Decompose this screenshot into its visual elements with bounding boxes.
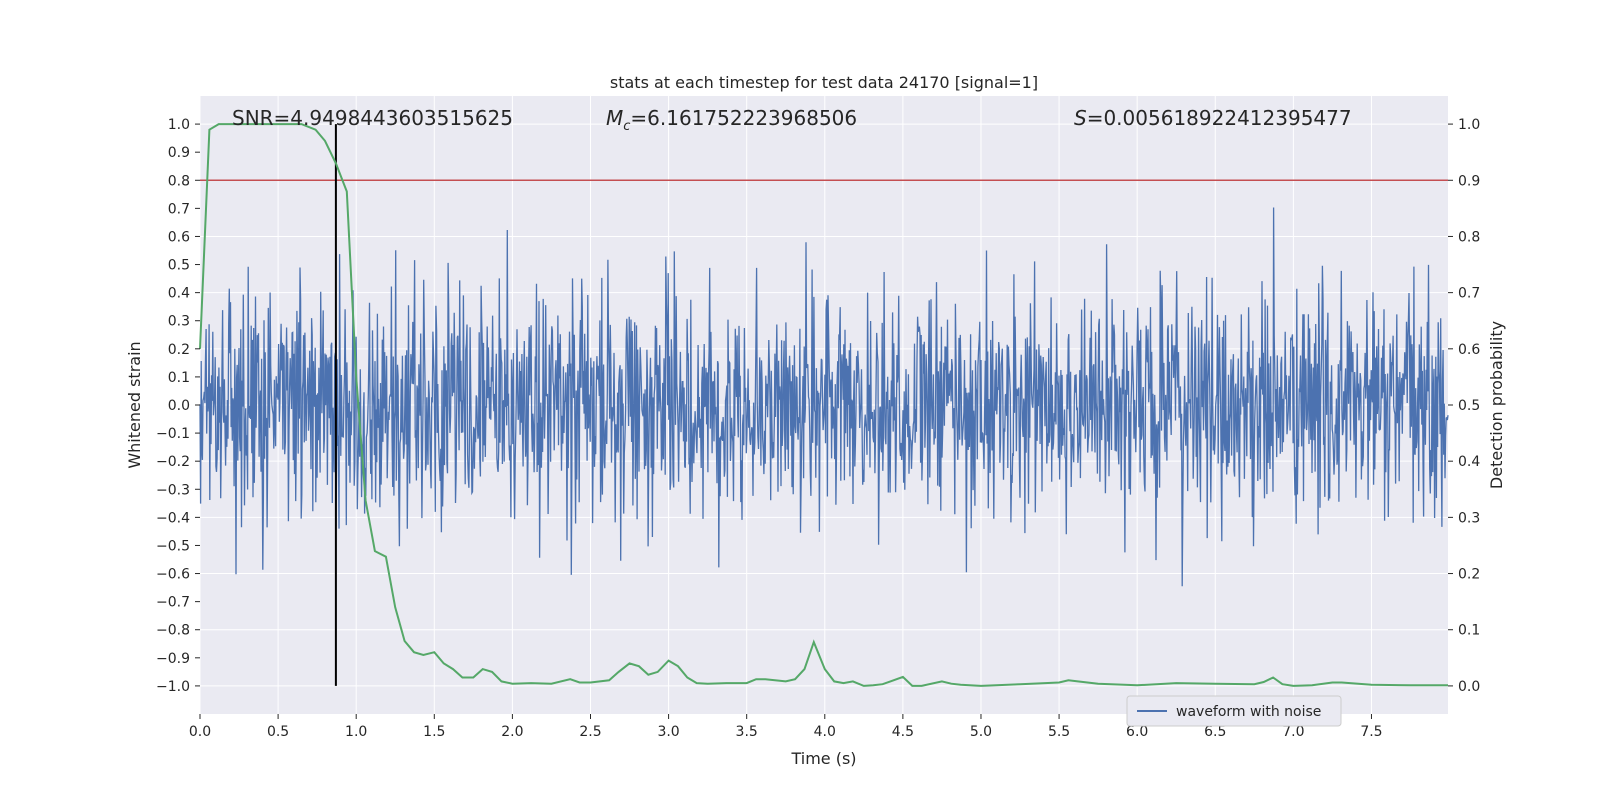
y-right-tick-label: 0.2 bbox=[1458, 567, 1480, 583]
y-tick-label: 0.3 bbox=[168, 314, 190, 330]
y-tick-label: −0.9 bbox=[156, 651, 190, 667]
y-tick-label: −0.5 bbox=[156, 538, 190, 554]
y-tick-label: 1.0 bbox=[168, 117, 190, 133]
x-tick-label: 2.0 bbox=[501, 724, 523, 740]
x-tick-label: 5.0 bbox=[970, 724, 992, 740]
series-waveform-with-noise bbox=[199, 207, 1449, 587]
tick-labels: 0.0 0.5 1.0 1.5 2.0 2.5 3.0 3.5 4.0 4.5 5.0 5.5 6.0 6… bbox=[156, 117, 1480, 740]
y-tick-label: 0.2 bbox=[168, 342, 190, 358]
y-tick-label: −0.8 bbox=[156, 623, 190, 639]
legend-box bbox=[1126, 695, 1342, 727]
legend: waveform with noise bbox=[1126, 695, 1342, 727]
x-tick-label: 3.5 bbox=[736, 724, 758, 740]
y-axis-right-label: Detection probability bbox=[1487, 321, 1506, 489]
chirp-mass-subscript: c bbox=[623, 119, 630, 134]
y-right-tick-label: 0.1 bbox=[1458, 623, 1480, 639]
legend-label: waveform with noise bbox=[1176, 704, 1321, 720]
chirp-mass-annotation: Mc=6.161752223968506 bbox=[606, 106, 857, 134]
y-tick-label: 0.4 bbox=[168, 286, 190, 302]
y-tick-label: 0.5 bbox=[168, 258, 190, 274]
y-tick-label: 0.0 bbox=[168, 398, 190, 414]
y-right-tick-label: 0.9 bbox=[1458, 173, 1480, 189]
y-axis-label: Whitened strain bbox=[125, 341, 144, 468]
x-tick-label: 1.0 bbox=[345, 724, 367, 740]
y-right-tick-label: 0.5 bbox=[1458, 398, 1480, 414]
y-tick-label: 0.1 bbox=[168, 370, 190, 386]
y-right-tick-label: 0.4 bbox=[1458, 454, 1480, 470]
s-annotation: S=0.005618922412395477 bbox=[1074, 106, 1352, 130]
s-symbol: S bbox=[1074, 106, 1087, 130]
y-right-tick-label: 0.3 bbox=[1458, 510, 1480, 526]
y-tick-label: −0.3 bbox=[156, 482, 190, 498]
y-tick-label: 0.9 bbox=[168, 145, 190, 161]
x-tick-label: 1.5 bbox=[423, 724, 445, 740]
y-tick-label: −0.7 bbox=[156, 595, 190, 611]
probability-line bbox=[199, 123, 1448, 687]
y-right-tick-label: 0.7 bbox=[1458, 286, 1480, 302]
waveform-line bbox=[199, 207, 1449, 587]
x-tick-label: 7.0 bbox=[1282, 724, 1304, 740]
x-tick-label: 0.0 bbox=[189, 724, 211, 740]
y-right-tick-label: 1.0 bbox=[1458, 117, 1480, 133]
chart-title: stats at each timestep for test data 241… bbox=[610, 73, 1038, 92]
y-tick-label: 0.7 bbox=[168, 201, 190, 217]
x-tick-label: 6.0 bbox=[1126, 724, 1148, 740]
overlay-layer bbox=[199, 123, 1448, 687]
x-tick-label: 6.5 bbox=[1204, 724, 1226, 740]
x-tick-label: 4.5 bbox=[892, 724, 914, 740]
x-tick-label: 3.0 bbox=[657, 724, 679, 740]
chirp-mass-value: =6.161752223968506 bbox=[630, 106, 857, 130]
y-tick-label: −0.2 bbox=[156, 454, 190, 470]
x-axis-label: Time (s) bbox=[790, 749, 856, 768]
snr-annotation: SNR=4.9498443603515625 bbox=[232, 106, 513, 130]
x-tick-label: 7.5 bbox=[1360, 724, 1382, 740]
chirp-mass-symbol: M bbox=[606, 106, 623, 130]
x-tick-label: 5.5 bbox=[1048, 724, 1070, 740]
y-tick-label: −0.1 bbox=[156, 426, 190, 442]
y-right-tick-label: 0.0 bbox=[1458, 679, 1480, 695]
y-tick-label: −0.6 bbox=[156, 567, 190, 583]
x-tick-label: 0.5 bbox=[267, 724, 289, 740]
y-tick-label: 0.6 bbox=[168, 229, 190, 245]
y-tick-label: 0.8 bbox=[168, 173, 190, 189]
y-tick-label: −0.4 bbox=[156, 510, 190, 526]
y-right-tick-label: 0.6 bbox=[1458, 342, 1480, 358]
y-tick-label: −1.0 bbox=[156, 679, 190, 695]
x-tick-label: 2.5 bbox=[579, 724, 601, 740]
y-right-tick-label: 0.8 bbox=[1458, 229, 1480, 245]
s-value: =0.005618922412395477 bbox=[1087, 106, 1352, 130]
x-tick-label: 4.0 bbox=[814, 724, 836, 740]
